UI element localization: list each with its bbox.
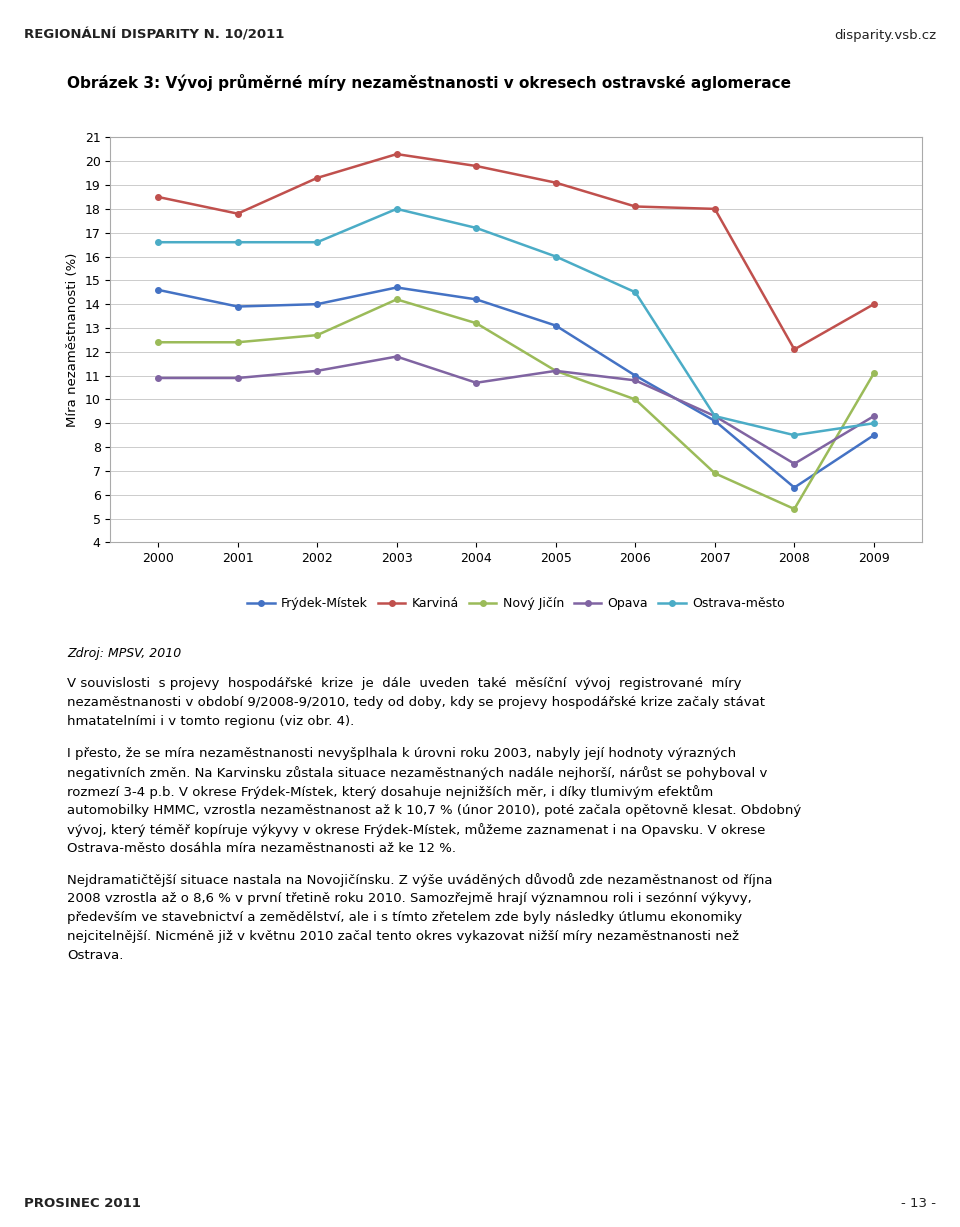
Karviná	[868, 297, 879, 312]
Nový Jičín	[550, 363, 562, 378]
Karviná	[153, 190, 164, 205]
Text: I přesto, že se míra nezaměstnanosti nevyšplhala k úrovni roku 2003, nabyly její: I přesto, že se míra nezaměstnanosti nev…	[67, 746, 736, 760]
Text: rozmezí 3-4 p.b. V okrese Frýdek-Místek, který dosahuje nejnižších měr, i díky t: rozmezí 3-4 p.b. V okrese Frýdek-Místek,…	[67, 785, 713, 799]
Text: hmatatelními i v tomto regionu (viz obr. 4).: hmatatelními i v tomto regionu (viz obr.…	[67, 715, 354, 729]
Opava	[232, 371, 244, 385]
Karviná	[391, 147, 402, 162]
Frýdek-Místek	[630, 368, 641, 383]
Text: - 13 -: - 13 -	[901, 1198, 936, 1210]
Frýdek-Místek	[153, 282, 164, 297]
Ostrava-město	[630, 285, 641, 299]
Opava	[391, 350, 402, 364]
Ostrava-město	[311, 234, 323, 249]
Line: Ostrava-město: Ostrava-město	[156, 206, 876, 438]
Ostrava-město	[550, 249, 562, 264]
Nový Jičín	[788, 502, 800, 517]
Text: vývoj, který téměř kopíruje výkyvy v okrese Frýdek-Místek, můžeme zaznamenat i n: vývoj, který téměř kopíruje výkyvy v okr…	[67, 823, 765, 837]
Opava	[470, 375, 482, 390]
Text: negativních změn. Na Karvinsku zůstala situace nezaměstnaných nadále nejhorší, n: negativních změn. Na Karvinsku zůstala s…	[67, 766, 768, 779]
Line: Opava: Opava	[156, 353, 876, 466]
Karviná	[550, 175, 562, 190]
Karviná	[709, 201, 721, 216]
Ostrava-město	[788, 428, 800, 443]
Frýdek-Místek	[311, 297, 323, 312]
Text: Ostrava-město dosáhla míra nezaměstnanosti až ke 12 %.: Ostrava-město dosáhla míra nezaměstnanos…	[67, 842, 456, 855]
Opava	[788, 456, 800, 471]
Y-axis label: Míra nezaměstnanosti (%): Míra nezaměstnanosti (%)	[66, 253, 80, 427]
Line: Karviná: Karviná	[156, 151, 876, 352]
Text: disparity.vsb.cz: disparity.vsb.cz	[834, 28, 936, 42]
Opava	[311, 363, 323, 378]
Karviná	[470, 158, 482, 173]
Text: Ostrava.: Ostrava.	[67, 950, 124, 962]
Nový Jičín	[391, 292, 402, 307]
Nový Jičín	[630, 393, 641, 407]
Text: nejcitelnější. Nicméně již v květnu 2010 začal tento okres vykazovat nižší míry : nejcitelnější. Nicméně již v květnu 2010…	[67, 930, 739, 944]
Frýdek-Místek	[550, 318, 562, 333]
Opava	[550, 363, 562, 378]
Nový Jičín	[232, 335, 244, 350]
Line: Nový Jičín: Nový Jičín	[156, 297, 876, 512]
Opava	[709, 409, 721, 423]
Frýdek-Místek	[868, 428, 879, 443]
Nový Jičín	[868, 366, 879, 380]
Text: REGIONÁLNÍ DISPARITY N. 10/2011: REGIONÁLNÍ DISPARITY N. 10/2011	[24, 28, 284, 42]
Opava	[630, 373, 641, 388]
Line: Frýdek-Místek: Frýdek-Místek	[156, 285, 876, 491]
Karviná	[630, 199, 641, 213]
Karviná	[311, 171, 323, 185]
Ostrava-město	[868, 416, 879, 431]
Legend: Frýdek-Místek, Karviná, Nový Jičín, Opava, Ostrava-město: Frýdek-Místek, Karviná, Nový Jičín, Opav…	[242, 593, 790, 615]
Ostrava-město	[391, 201, 402, 216]
Text: Obrázek 3: Vývoj průměrné míry nezaměstnanosti v okresech ostravské aglomerace: Obrázek 3: Vývoj průměrné míry nezaměstn…	[67, 74, 791, 91]
Text: Zdroj: MPSV, 2010: Zdroj: MPSV, 2010	[67, 647, 181, 660]
Text: V souvislosti  s projevy  hospodářské  krize  je  dále  uveden  také  měsíční  v: V souvislosti s projevy hospodářské kriz…	[67, 677, 742, 691]
Opava	[868, 409, 879, 423]
Nový Jičín	[709, 466, 721, 481]
Nový Jičín	[311, 328, 323, 342]
Nový Jičín	[470, 315, 482, 330]
Text: 2008 vzrostla až o 8,6 % v první třetině roku 2010. Samozřejmě hrají významnou r: 2008 vzrostla až o 8,6 % v první třetině…	[67, 892, 752, 906]
Nový Jičín	[153, 335, 164, 350]
Text: především ve stavebnictví a zemědělství, ale i s tímto zřetelem zde byly následk: především ve stavebnictví a zemědělství,…	[67, 912, 742, 924]
Ostrava-město	[470, 221, 482, 236]
Text: PROSINEC 2011: PROSINEC 2011	[24, 1198, 141, 1210]
Frýdek-Místek	[709, 413, 721, 428]
Karviná	[788, 342, 800, 357]
Ostrava-město	[232, 234, 244, 249]
Frýdek-Místek	[391, 280, 402, 294]
Karviná	[232, 206, 244, 221]
Frýdek-Místek	[470, 292, 482, 307]
Frýdek-Místek	[788, 480, 800, 494]
Text: automobilky HMMC, vzrostla nezaměstnanost až k 10,7 % (únor 2010), poté začala o: automobilky HMMC, vzrostla nezaměstnanos…	[67, 804, 802, 817]
Ostrava-město	[709, 409, 721, 423]
Text: Nejdramatičtější situace nastala na Novojičínsku. Z výše uváděných důvodů zde ne: Nejdramatičtější situace nastala na Novo…	[67, 874, 773, 887]
Frýdek-Místek	[232, 299, 244, 314]
Text: nezaměstnanosti v období 9/2008-9/2010, tedy od doby, kdy se projevy hospodářské: nezaměstnanosti v období 9/2008-9/2010, …	[67, 697, 765, 709]
Ostrava-město	[153, 234, 164, 249]
Opava	[153, 371, 164, 385]
